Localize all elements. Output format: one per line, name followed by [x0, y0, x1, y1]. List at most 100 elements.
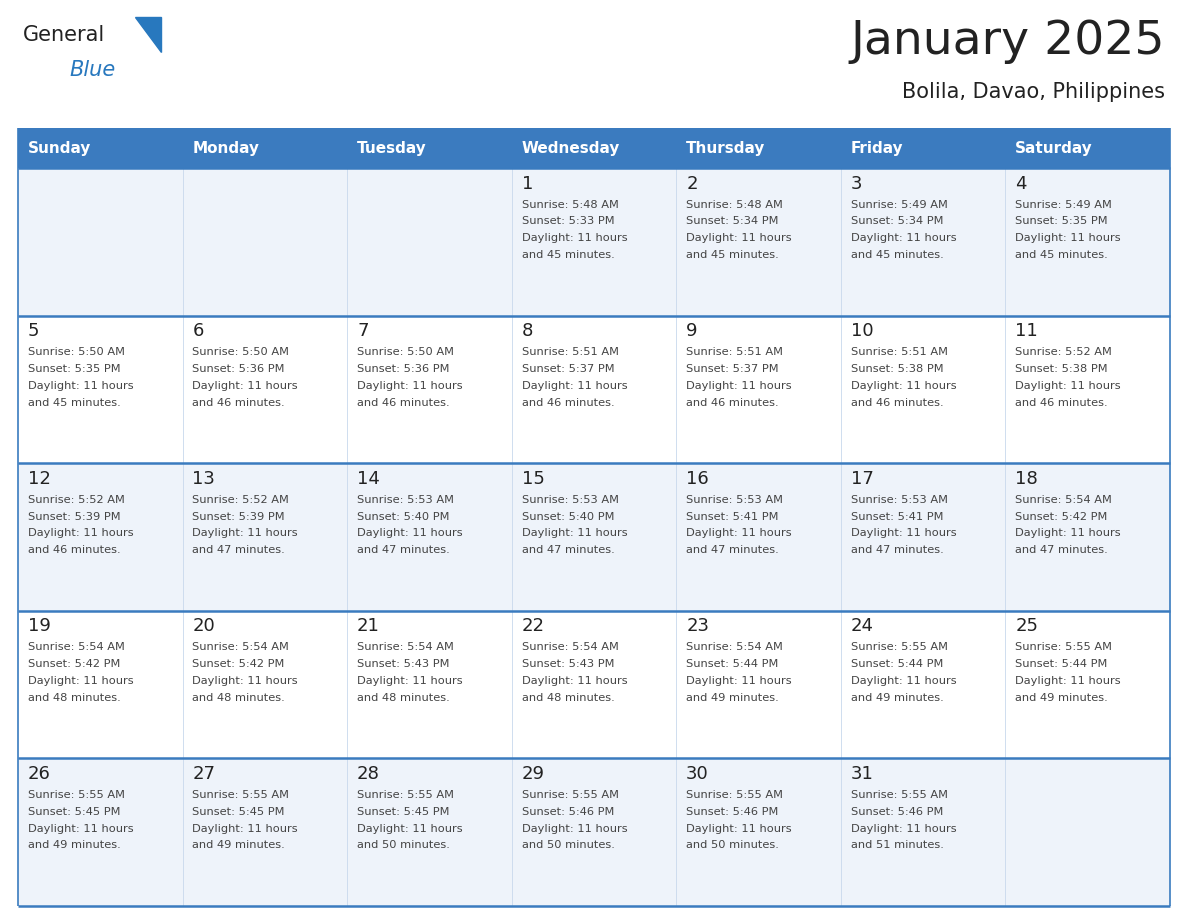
Text: and 51 minutes.: and 51 minutes.: [851, 840, 943, 850]
Text: Sunrise: 5:54 AM: Sunrise: 5:54 AM: [358, 643, 454, 653]
Bar: [1005, 758, 1170, 906]
Text: Sunrise: 5:50 AM: Sunrise: 5:50 AM: [27, 347, 125, 357]
Text: Sunrise: 5:54 AM: Sunrise: 5:54 AM: [1016, 495, 1112, 505]
Text: Bolila, Davao, Philippines: Bolila, Davao, Philippines: [902, 82, 1165, 102]
Text: Sunrise: 5:48 AM: Sunrise: 5:48 AM: [687, 199, 783, 209]
Bar: [18, 316, 183, 464]
Text: Sunset: 5:38 PM: Sunset: 5:38 PM: [1016, 364, 1108, 374]
Text: Daylight: 11 hours: Daylight: 11 hours: [27, 676, 133, 686]
Text: and 50 minutes.: and 50 minutes.: [358, 840, 450, 850]
Text: 14: 14: [358, 470, 380, 487]
Bar: [841, 168, 1005, 316]
Text: Sunset: 5:36 PM: Sunset: 5:36 PM: [358, 364, 449, 374]
Text: Sunrise: 5:55 AM: Sunrise: 5:55 AM: [851, 643, 948, 653]
Text: and 46 minutes.: and 46 minutes.: [687, 397, 779, 408]
Text: and 47 minutes.: and 47 minutes.: [1016, 545, 1108, 555]
Text: Daylight: 11 hours: Daylight: 11 hours: [358, 676, 462, 686]
Text: 25: 25: [1016, 617, 1038, 635]
Text: Sunset: 5:46 PM: Sunset: 5:46 PM: [687, 807, 778, 817]
Text: 20: 20: [192, 617, 215, 635]
Text: Sunrise: 5:52 AM: Sunrise: 5:52 AM: [1016, 347, 1112, 357]
Text: Sunset: 5:45 PM: Sunset: 5:45 PM: [27, 807, 120, 817]
Text: Daylight: 11 hours: Daylight: 11 hours: [851, 528, 956, 538]
Bar: [1005, 168, 1170, 316]
Text: Daylight: 11 hours: Daylight: 11 hours: [851, 233, 956, 243]
Text: 17: 17: [851, 470, 873, 487]
Text: and 46 minutes.: and 46 minutes.: [358, 397, 449, 408]
Text: Sunrise: 5:51 AM: Sunrise: 5:51 AM: [522, 347, 619, 357]
Text: Daylight: 11 hours: Daylight: 11 hours: [27, 381, 133, 391]
Text: and 47 minutes.: and 47 minutes.: [192, 545, 285, 555]
Text: and 45 minutes.: and 45 minutes.: [851, 250, 943, 260]
Bar: [841, 128, 1005, 168]
Text: Thursday: Thursday: [687, 140, 765, 155]
Bar: [183, 316, 347, 464]
Text: Sunrise: 5:55 AM: Sunrise: 5:55 AM: [358, 789, 454, 800]
Text: Daylight: 11 hours: Daylight: 11 hours: [192, 381, 298, 391]
Text: 7: 7: [358, 322, 368, 340]
Text: 29: 29: [522, 765, 544, 783]
Text: and 47 minutes.: and 47 minutes.: [522, 545, 614, 555]
Text: and 48 minutes.: and 48 minutes.: [192, 693, 285, 702]
Bar: [347, 610, 512, 758]
Text: and 48 minutes.: and 48 minutes.: [522, 693, 614, 702]
Text: Sunset: 5:33 PM: Sunset: 5:33 PM: [522, 217, 614, 227]
Text: Daylight: 11 hours: Daylight: 11 hours: [851, 381, 956, 391]
Bar: [347, 464, 512, 610]
Text: 24: 24: [851, 617, 873, 635]
Text: January 2025: January 2025: [851, 19, 1165, 64]
Text: and 46 minutes.: and 46 minutes.: [522, 397, 614, 408]
Text: Sunrise: 5:55 AM: Sunrise: 5:55 AM: [1016, 643, 1112, 653]
Bar: [18, 464, 183, 610]
Text: Daylight: 11 hours: Daylight: 11 hours: [522, 381, 627, 391]
Text: 4: 4: [1016, 174, 1026, 193]
Text: and 46 minutes.: and 46 minutes.: [27, 545, 120, 555]
Text: Daylight: 11 hours: Daylight: 11 hours: [358, 823, 462, 834]
Text: Sunset: 5:35 PM: Sunset: 5:35 PM: [27, 364, 120, 374]
Text: Sunset: 5:38 PM: Sunset: 5:38 PM: [851, 364, 943, 374]
Text: Daylight: 11 hours: Daylight: 11 hours: [192, 676, 298, 686]
Text: Monday: Monday: [192, 140, 259, 155]
Text: Sunset: 5:44 PM: Sunset: 5:44 PM: [1016, 659, 1107, 669]
Text: 8: 8: [522, 322, 533, 340]
Text: Blue: Blue: [69, 60, 115, 80]
Text: 31: 31: [851, 765, 873, 783]
Text: and 48 minutes.: and 48 minutes.: [358, 693, 450, 702]
Text: and 45 minutes.: and 45 minutes.: [687, 250, 779, 260]
Bar: [183, 610, 347, 758]
Text: and 47 minutes.: and 47 minutes.: [851, 545, 943, 555]
Text: Daylight: 11 hours: Daylight: 11 hours: [1016, 528, 1121, 538]
Text: and 47 minutes.: and 47 minutes.: [687, 545, 779, 555]
Text: and 50 minutes.: and 50 minutes.: [687, 840, 779, 850]
Text: Sunset: 5:35 PM: Sunset: 5:35 PM: [1016, 217, 1108, 227]
Text: Sunday: Sunday: [27, 140, 91, 155]
Text: 13: 13: [192, 470, 215, 487]
Text: Sunset: 5:45 PM: Sunset: 5:45 PM: [358, 807, 449, 817]
Text: Daylight: 11 hours: Daylight: 11 hours: [851, 823, 956, 834]
Bar: [841, 758, 1005, 906]
Text: Sunset: 5:41 PM: Sunset: 5:41 PM: [687, 511, 778, 521]
Bar: [512, 464, 676, 610]
Text: and 45 minutes.: and 45 minutes.: [522, 250, 614, 260]
Text: 30: 30: [687, 765, 709, 783]
Bar: [183, 128, 347, 168]
Text: Sunrise: 5:52 AM: Sunrise: 5:52 AM: [192, 495, 290, 505]
Bar: [676, 610, 841, 758]
Bar: [841, 610, 1005, 758]
Text: Sunset: 5:41 PM: Sunset: 5:41 PM: [851, 511, 943, 521]
Text: and 47 minutes.: and 47 minutes.: [358, 545, 450, 555]
Text: Daylight: 11 hours: Daylight: 11 hours: [27, 823, 133, 834]
Text: and 49 minutes.: and 49 minutes.: [687, 693, 779, 702]
Text: Sunset: 5:42 PM: Sunset: 5:42 PM: [1016, 511, 1107, 521]
Bar: [347, 128, 512, 168]
Bar: [676, 316, 841, 464]
Text: Sunrise: 5:54 AM: Sunrise: 5:54 AM: [522, 643, 619, 653]
Text: 5: 5: [27, 322, 39, 340]
Bar: [1005, 610, 1170, 758]
Text: Sunset: 5:34 PM: Sunset: 5:34 PM: [851, 217, 943, 227]
Text: 12: 12: [27, 470, 51, 487]
Text: Sunset: 5:44 PM: Sunset: 5:44 PM: [851, 659, 943, 669]
Text: Daylight: 11 hours: Daylight: 11 hours: [687, 676, 791, 686]
Bar: [347, 168, 512, 316]
Text: and 49 minutes.: and 49 minutes.: [1016, 693, 1108, 702]
